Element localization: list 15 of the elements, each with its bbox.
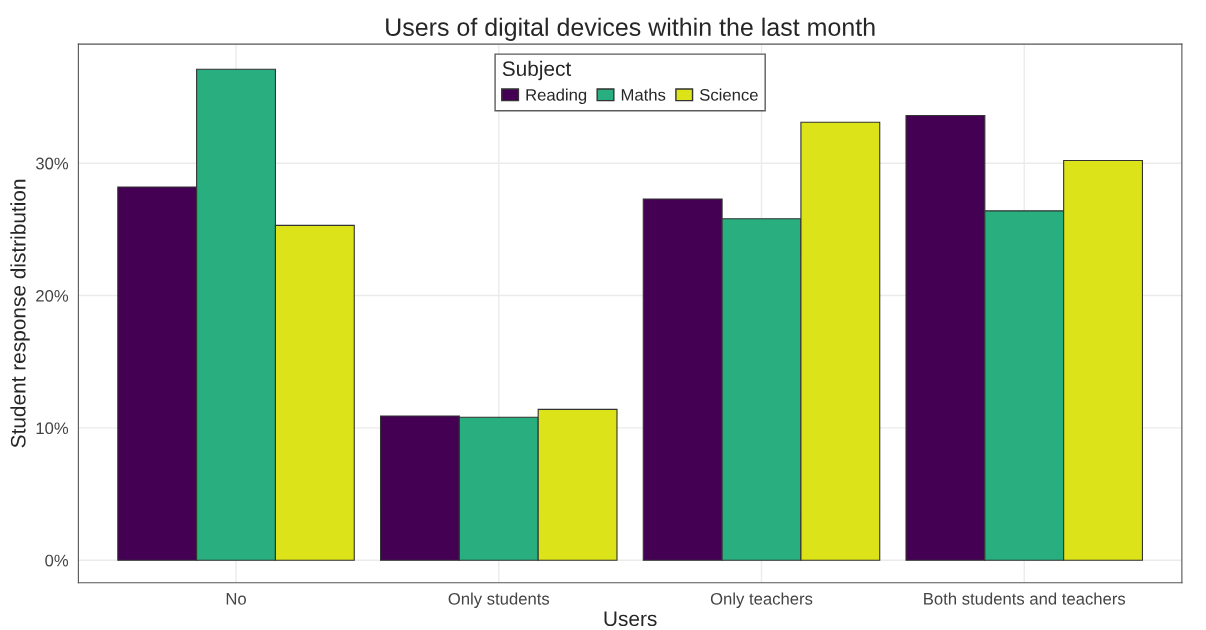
legend-label: Science — [699, 88, 758, 101]
legend-title: Subject — [502, 60, 572, 81]
x-tick-label: No — [226, 593, 246, 605]
x-tick-label: Only teachers — [710, 592, 813, 609]
x-axis-title: Users — [604, 611, 657, 627]
y-tick-label: 0% — [45, 554, 69, 567]
y-axis-title: Student response distribution — [10, 179, 30, 448]
x-tick-label: Both students and teachers — [924, 592, 1126, 605]
y-tick-label: 30% — [35, 157, 69, 170]
legend-label: Reading — [526, 88, 587, 105]
x-tick-label: Only students — [448, 592, 550, 609]
y-tick-label: 20% — [36, 289, 69, 302]
y-tick-label: 10% — [36, 422, 69, 435]
chart-title: Users of digital devices within the last month — [386, 17, 875, 41]
legend-label: Maths — [621, 88, 666, 101]
